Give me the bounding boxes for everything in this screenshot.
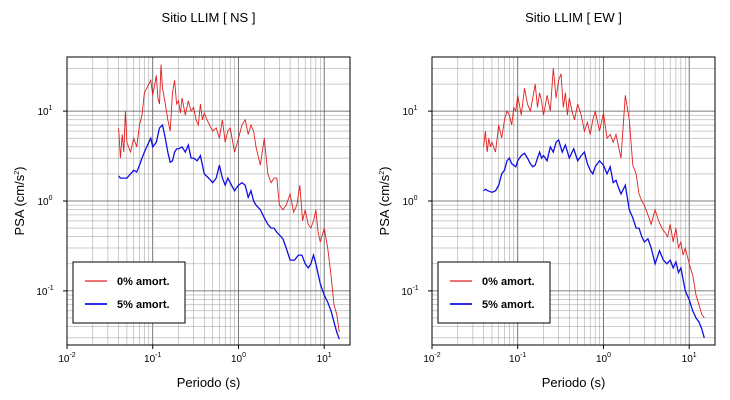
x-tick-label: 10-1 bbox=[509, 352, 526, 365]
x-tick-label-exp: 0 bbox=[242, 352, 246, 359]
y-axis-label-close: ) bbox=[377, 167, 392, 171]
x-tick-label-base: 10 bbox=[509, 354, 521, 365]
y-tick-label: 101 bbox=[37, 105, 52, 118]
chart-title: Sitio LLIM [ EW ] bbox=[525, 10, 622, 25]
x-axis-label: Periodo (s) bbox=[177, 375, 241, 390]
x-tick-label-exp: -1 bbox=[520, 352, 526, 359]
chart-title: Sitio LLIM [ NS ] bbox=[162, 10, 256, 25]
legend: 0% amort. 5% amort. bbox=[72, 261, 186, 324]
x-tick-label-exp: 0 bbox=[607, 352, 611, 359]
x-tick-label-exp: 1 bbox=[693, 352, 697, 359]
y-tick-label-exp: 1 bbox=[49, 105, 53, 112]
y-tick-label-base: 10 bbox=[37, 107, 49, 118]
y-axis-label-exp: 2 bbox=[379, 171, 386, 175]
y-tick-label-exp: -1 bbox=[47, 285, 53, 292]
x-axis-label: Periodo (s) bbox=[542, 375, 606, 390]
legend-box bbox=[437, 261, 551, 324]
y-axis-label-close: ) bbox=[12, 167, 27, 171]
y-tick-label: 101 bbox=[402, 105, 417, 118]
y-tick-label-base: 10 bbox=[401, 287, 413, 298]
x-tick-label-base: 10 bbox=[58, 354, 70, 365]
y-tick-label: 10-1 bbox=[36, 285, 53, 298]
legend-label: 0% amort. bbox=[482, 276, 535, 288]
x-tick-label-base: 10 bbox=[596, 354, 608, 365]
legend: 0% amort. 5% amort. bbox=[437, 261, 551, 324]
y-tick-label-base: 10 bbox=[37, 197, 49, 208]
y-tick-label-exp: -1 bbox=[412, 285, 418, 292]
y-tick-label: 100 bbox=[402, 195, 417, 208]
y-axis-label-base: PSA (cm/s bbox=[377, 174, 392, 235]
x-tick-label-base: 10 bbox=[231, 354, 243, 365]
y-tick-label: 10-1 bbox=[401, 285, 418, 298]
x-tick-label-base: 10 bbox=[682, 354, 694, 365]
y-tick-label-base: 10 bbox=[402, 197, 414, 208]
x-tick-label-exp: -1 bbox=[155, 352, 161, 359]
y-axis-label: PSA (cm/s2) bbox=[12, 167, 27, 236]
y-tick-label: 100 bbox=[37, 195, 52, 208]
legend-label: 5% amort. bbox=[117, 299, 170, 311]
y-tick-label-base: 10 bbox=[402, 107, 414, 118]
series-line-amort-5 bbox=[483, 138, 705, 339]
series-line-amort-0 bbox=[118, 64, 340, 332]
y-axis-label-base: PSA (cm/s bbox=[12, 174, 27, 235]
y-tick-label-exp: 0 bbox=[49, 195, 53, 202]
legend-label: 5% amort. bbox=[482, 299, 535, 311]
x-tick-label-base: 10 bbox=[423, 354, 435, 365]
x-tick-label: 10-2 bbox=[58, 352, 75, 365]
y-tick-label-exp: 1 bbox=[414, 105, 418, 112]
y-axis-label: PSA (cm/s2) bbox=[377, 167, 392, 236]
x-tick-label-exp: -2 bbox=[69, 352, 75, 359]
x-tick-label: 10-1 bbox=[144, 352, 161, 365]
x-tick-label-base: 10 bbox=[317, 354, 329, 365]
x-tick-label-exp: 1 bbox=[328, 352, 332, 359]
legend-label: 0% amort. bbox=[117, 276, 170, 288]
series-line-amort-0 bbox=[483, 68, 705, 319]
y-axis-label-exp: 2 bbox=[14, 171, 21, 175]
x-tick-label: 101 bbox=[682, 352, 697, 365]
x-tick-label: 100 bbox=[596, 352, 611, 365]
y-tick-label-exp: 0 bbox=[414, 195, 418, 202]
legend-box bbox=[72, 261, 186, 324]
y-tick-label-base: 10 bbox=[36, 287, 48, 298]
x-tick-label-base: 10 bbox=[144, 354, 156, 365]
x-tick-label: 10-2 bbox=[423, 352, 440, 365]
x-tick-label-exp: -2 bbox=[434, 352, 440, 359]
x-tick-label: 100 bbox=[231, 352, 246, 365]
series-line-amort-5 bbox=[118, 123, 340, 340]
x-tick-label: 101 bbox=[317, 352, 332, 365]
